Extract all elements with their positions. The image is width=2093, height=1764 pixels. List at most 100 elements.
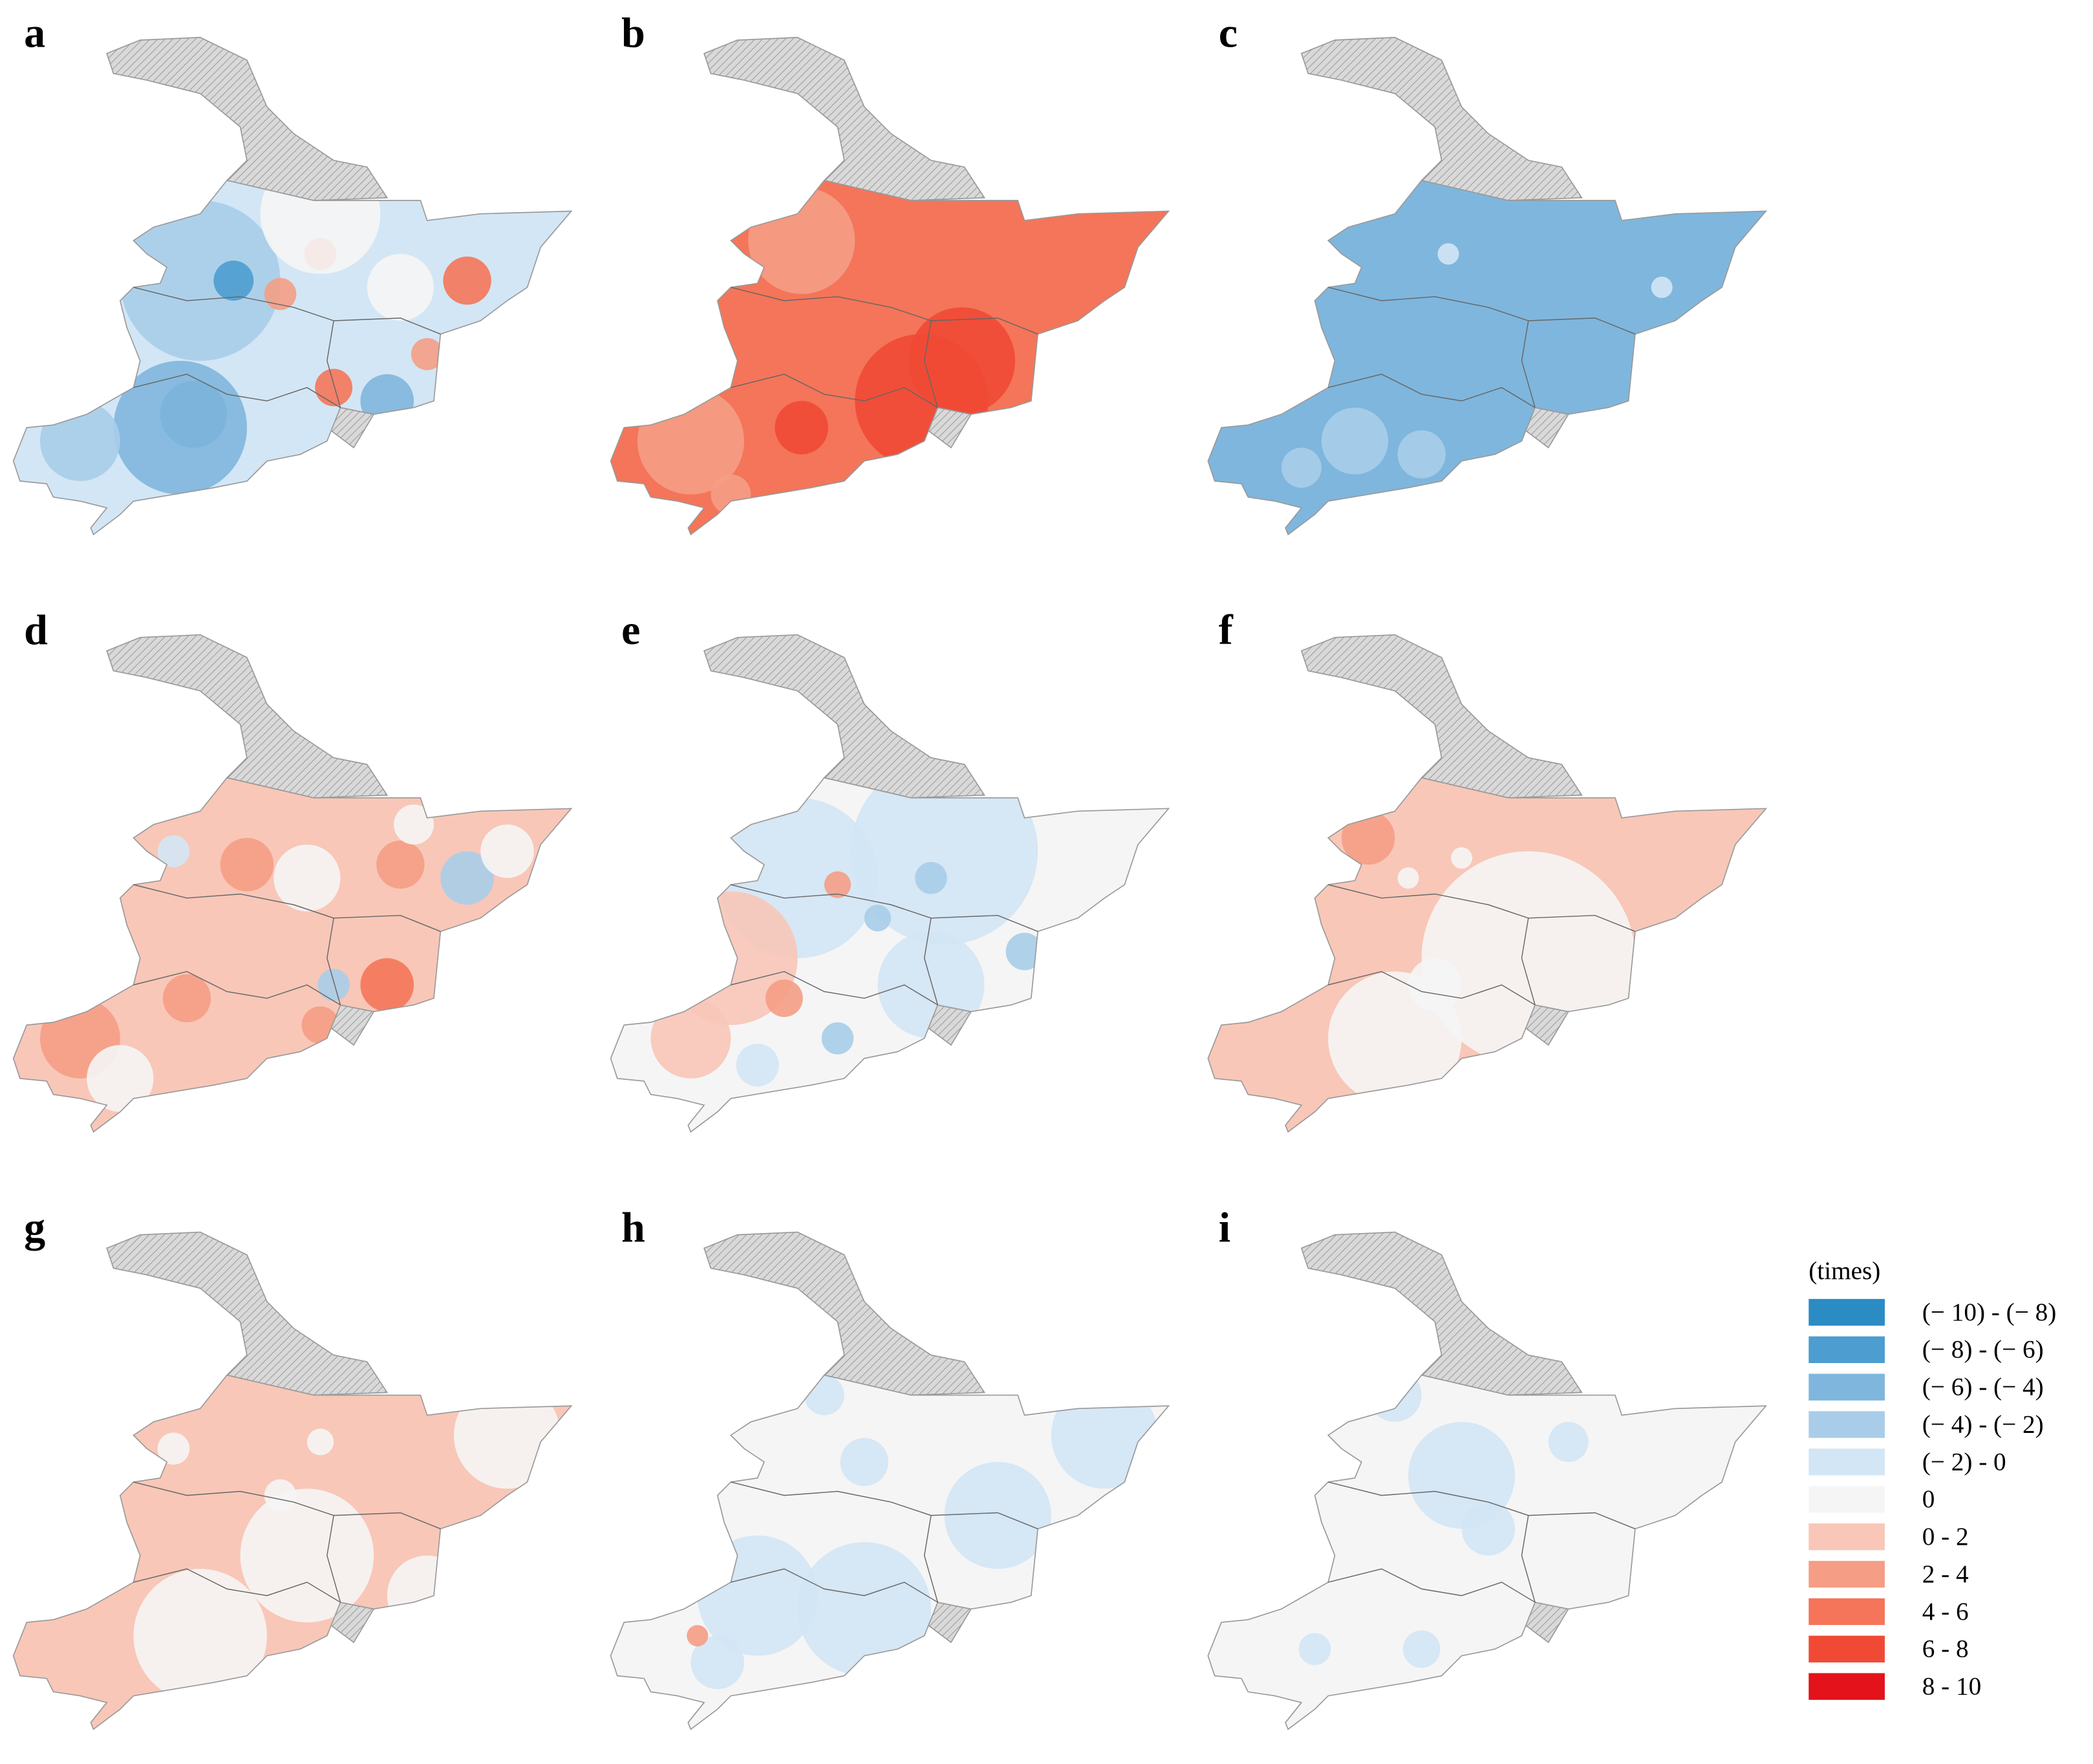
map-panel: e — [610, 607, 1170, 1133]
region-outline — [12, 1374, 573, 1730]
contour-blob — [220, 837, 274, 892]
contour-blob — [240, 1489, 374, 1622]
contour-blob — [157, 1432, 190, 1465]
legend-label: 6 - 8 — [1922, 1635, 1969, 1663]
province-border — [133, 286, 441, 408]
panel-label: a — [24, 9, 45, 56]
hatched-area — [106, 1231, 389, 1396]
contour-blob — [1341, 811, 1395, 865]
hatched-area — [703, 634, 985, 799]
contour-blob — [915, 862, 947, 894]
contour-blob — [944, 1461, 1051, 1569]
contour-blob — [1005, 932, 1044, 971]
contour-blob — [264, 277, 297, 310]
contour-blob — [220, 1682, 234, 1696]
hatched-area — [703, 37, 985, 201]
legend-swatch — [1809, 1336, 1885, 1363]
contour-blob — [367, 253, 434, 321]
map-panel: f — [1207, 607, 1768, 1133]
legend-swatch — [1809, 1523, 1885, 1551]
contour-blob — [748, 187, 855, 294]
contour-blob — [120, 200, 281, 361]
legend-swatch — [1809, 1373, 1885, 1401]
contour-blob — [443, 256, 491, 305]
contour-blob — [851, 777, 1038, 945]
panel-label: f — [1219, 607, 1234, 654]
legend-swatch — [1809, 1448, 1885, 1476]
contour-blob — [821, 1022, 854, 1055]
region-outline — [12, 777, 573, 1133]
contour-blob — [687, 1625, 709, 1647]
panel-label: d — [24, 607, 48, 654]
map-panel: i — [1207, 1204, 1768, 1730]
contour-blob — [864, 905, 891, 932]
legend-title: (times) — [1809, 1257, 1880, 1285]
contour-blob — [736, 1044, 779, 1087]
contour-blob — [1298, 1633, 1331, 1666]
contour-blob — [1402, 1630, 1441, 1668]
map-panel: b — [610, 9, 1170, 535]
contour-blob — [376, 840, 425, 889]
contour-blob — [804, 1375, 844, 1415]
legend-label: (− 4) - (− 2) — [1922, 1410, 2044, 1438]
contour-blob — [908, 307, 1015, 414]
contour-blob — [264, 1479, 297, 1512]
map-panel: g — [12, 1204, 573, 1730]
legend-swatch — [1809, 1298, 1885, 1326]
legend-label: 2 - 4 — [1922, 1560, 1969, 1588]
contour-blob — [411, 338, 444, 371]
region-outline — [12, 180, 573, 535]
contour-blob — [306, 1428, 334, 1456]
province-border — [133, 1481, 441, 1603]
contour-blob — [39, 401, 120, 481]
legend-label: 8 - 10 — [1922, 1673, 1981, 1701]
legend-label: 0 — [1922, 1485, 1935, 1513]
contour-blob — [317, 969, 350, 1001]
contour-blob — [315, 369, 353, 407]
contour-blob — [1397, 867, 1419, 889]
contour-blob — [1051, 1381, 1158, 1489]
contour-blob — [1281, 447, 1322, 488]
region-outline — [610, 180, 1170, 535]
panel-label: c — [1219, 9, 1238, 56]
contour-blob — [1321, 407, 1388, 475]
province-border — [1327, 884, 1636, 1006]
contour-blob — [1437, 243, 1459, 265]
hatched-area — [106, 634, 389, 799]
contour-blob — [387, 1555, 467, 1636]
legend-swatch — [1809, 1560, 1885, 1588]
legend-label: (− 10) - (− 8) — [1922, 1298, 2057, 1326]
panel-label: e — [621, 607, 640, 654]
region-outline — [610, 1374, 1170, 1730]
map-panel: a — [12, 9, 573, 535]
contour-blob — [1548, 1421, 1589, 1462]
legend-label: (− 8) - (− 6) — [1922, 1336, 2044, 1364]
province-border — [133, 884, 441, 1006]
province-border — [731, 286, 1038, 408]
contour-blob — [274, 844, 341, 912]
contour-blob — [162, 974, 211, 1022]
panel-label: b — [621, 9, 645, 56]
legend-label: 4 - 6 — [1922, 1598, 1969, 1626]
legend-label: 0 - 2 — [1922, 1523, 1969, 1551]
panel-label: g — [24, 1204, 45, 1251]
contour-blob — [650, 998, 731, 1079]
contour-blob — [113, 361, 247, 495]
map-panel: c — [1207, 9, 1768, 535]
map-panel: d — [12, 607, 573, 1133]
contour-blob — [797, 1542, 931, 1676]
region-outline — [610, 777, 1170, 1133]
contour-blob — [765, 979, 803, 1017]
province-border — [731, 884, 1038, 1006]
contour-blob — [1408, 958, 1462, 1012]
map-panel: h — [610, 1204, 1170, 1730]
contour-blob — [133, 1569, 267, 1703]
contour-blob — [480, 824, 534, 878]
contour-blob — [1651, 276, 1673, 298]
panel-label: h — [621, 1204, 645, 1251]
legend-swatch — [1809, 1486, 1885, 1513]
province-border — [1327, 286, 1636, 408]
legend-label: (− 2) - 0 — [1922, 1448, 2006, 1476]
province-border — [1327, 1481, 1636, 1603]
